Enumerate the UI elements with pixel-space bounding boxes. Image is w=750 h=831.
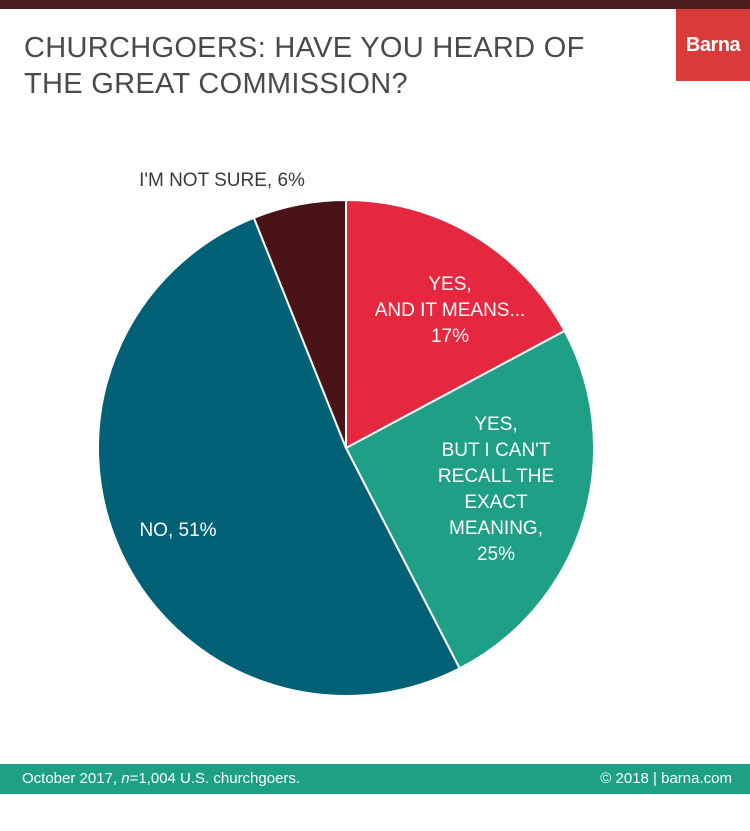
copyright: © 2018 | barna.com <box>600 770 732 787</box>
source-note: October 2017, n=1,004 U.S. churchgoers. <box>22 770 300 787</box>
pie-slice-2 <box>97 216 461 697</box>
slice-label-0-line-2: 17% <box>431 326 469 347</box>
pie-slice-1 <box>344 329 595 670</box>
pie-slice-3 <box>252 198 347 449</box>
slice-label-0-line-1: AND IT MEANS... <box>375 300 526 321</box>
top-rule <box>0 0 750 9</box>
slice-label-1-line-0: YES, <box>474 414 517 435</box>
bottom-strip <box>0 794 750 831</box>
source-n: n <box>121 770 130 787</box>
slice-label-3-line-0: I'M NOT SURE, 6% <box>139 170 305 191</box>
source-suffix: =1,004 U.S. churchgoers. <box>129 770 301 787</box>
slice-label-1-line-5: 25% <box>477 544 515 565</box>
slice-label-1-line-3: EXACT <box>464 492 528 513</box>
chart-title: CHURCHGOERS: HAVE YOU HEARD OF THE GREAT… <box>24 30 644 102</box>
title-line-2: THE GREAT COMMISSION? <box>24 68 408 100</box>
slice-label-1-line-1: BUT I CAN'T <box>442 440 551 461</box>
source-prefix: October 2017, <box>22 770 122 787</box>
slice-label-0-line-0: YES, <box>428 274 471 295</box>
slice-label-1-line-4: MEANING, <box>449 518 543 539</box>
slice-label-1-line-2: RECALL THE <box>438 466 554 487</box>
footer-bar: October 2017, n=1,004 U.S. churchgoers. … <box>0 764 750 794</box>
pie-chart: YES, AND IT MEANS... 17% YES, BUT I CAN'T REC… <box>97 170 595 697</box>
brand-logo: Barna <box>676 9 750 81</box>
pie-slice-0 <box>345 198 566 450</box>
title-line-1: CHURCHGOERS: HAVE YOU HEARD OF <box>24 32 585 64</box>
slice-label-2-line-0: NO, 51% <box>139 520 216 541</box>
